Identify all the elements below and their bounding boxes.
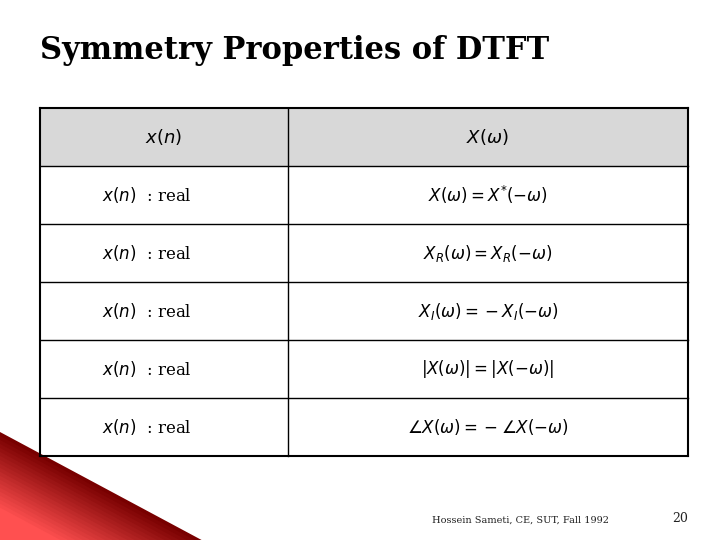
- Bar: [40, 282, 688, 340]
- Polygon shape: [0, 508, 60, 540]
- Text: Symmetry Properties of DTFT: Symmetry Properties of DTFT: [40, 35, 549, 66]
- Text: $x(n)$  : real: $x(n)$ : real: [102, 359, 192, 379]
- Text: $X_R(\omega) = X_R(-\omega)$: $X_R(\omega) = X_R(-\omega)$: [423, 242, 552, 264]
- Text: $x(n)$  : real: $x(n)$ : real: [102, 417, 192, 437]
- Bar: [40, 166, 688, 224]
- Polygon shape: [0, 448, 172, 540]
- Text: $x(n)$  : real: $x(n)$ : real: [102, 185, 192, 205]
- Polygon shape: [0, 456, 157, 540]
- Text: $\angle X(\omega) = -\angle X(-\omega)$: $\angle X(\omega) = -\angle X(-\omega)$: [407, 417, 569, 437]
- Polygon shape: [0, 500, 76, 540]
- Bar: [40, 108, 688, 166]
- Text: $x(n)$: $x(n)$: [145, 127, 182, 147]
- Text: 20: 20: [672, 512, 688, 525]
- Text: Hossein Sameti, CE, SUT, Fall 1992: Hossein Sameti, CE, SUT, Fall 1992: [432, 516, 609, 525]
- Polygon shape: [0, 440, 186, 540]
- Polygon shape: [0, 432, 202, 540]
- Polygon shape: [0, 484, 105, 540]
- Bar: [40, 340, 688, 398]
- Bar: [40, 224, 688, 282]
- Text: $X(\omega) = X^{*}(-\omega)$: $X(\omega) = X^{*}(-\omega)$: [428, 184, 548, 206]
- Polygon shape: [0, 452, 164, 540]
- Polygon shape: [0, 504, 68, 540]
- Text: $|X(\omega)| = |X(-\omega)|$: $|X(\omega)| = |X(-\omega)|$: [421, 358, 554, 380]
- Polygon shape: [0, 496, 83, 540]
- Polygon shape: [0, 472, 127, 540]
- Polygon shape: [0, 488, 98, 540]
- Polygon shape: [0, 476, 120, 540]
- Polygon shape: [0, 464, 142, 540]
- Bar: [40, 399, 688, 456]
- Polygon shape: [0, 480, 112, 540]
- Polygon shape: [0, 436, 194, 540]
- Polygon shape: [0, 460, 150, 540]
- Polygon shape: [0, 492, 90, 540]
- Polygon shape: [0, 468, 135, 540]
- Polygon shape: [0, 444, 179, 540]
- Text: $x(n)$  : real: $x(n)$ : real: [102, 243, 192, 263]
- Text: $X_I(\omega) = -X_I(-\omega)$: $X_I(\omega) = -X_I(-\omega)$: [418, 301, 558, 322]
- Text: $x(n)$  : real: $x(n)$ : real: [102, 301, 192, 321]
- Text: $X(\omega)$: $X(\omega)$: [467, 127, 509, 147]
